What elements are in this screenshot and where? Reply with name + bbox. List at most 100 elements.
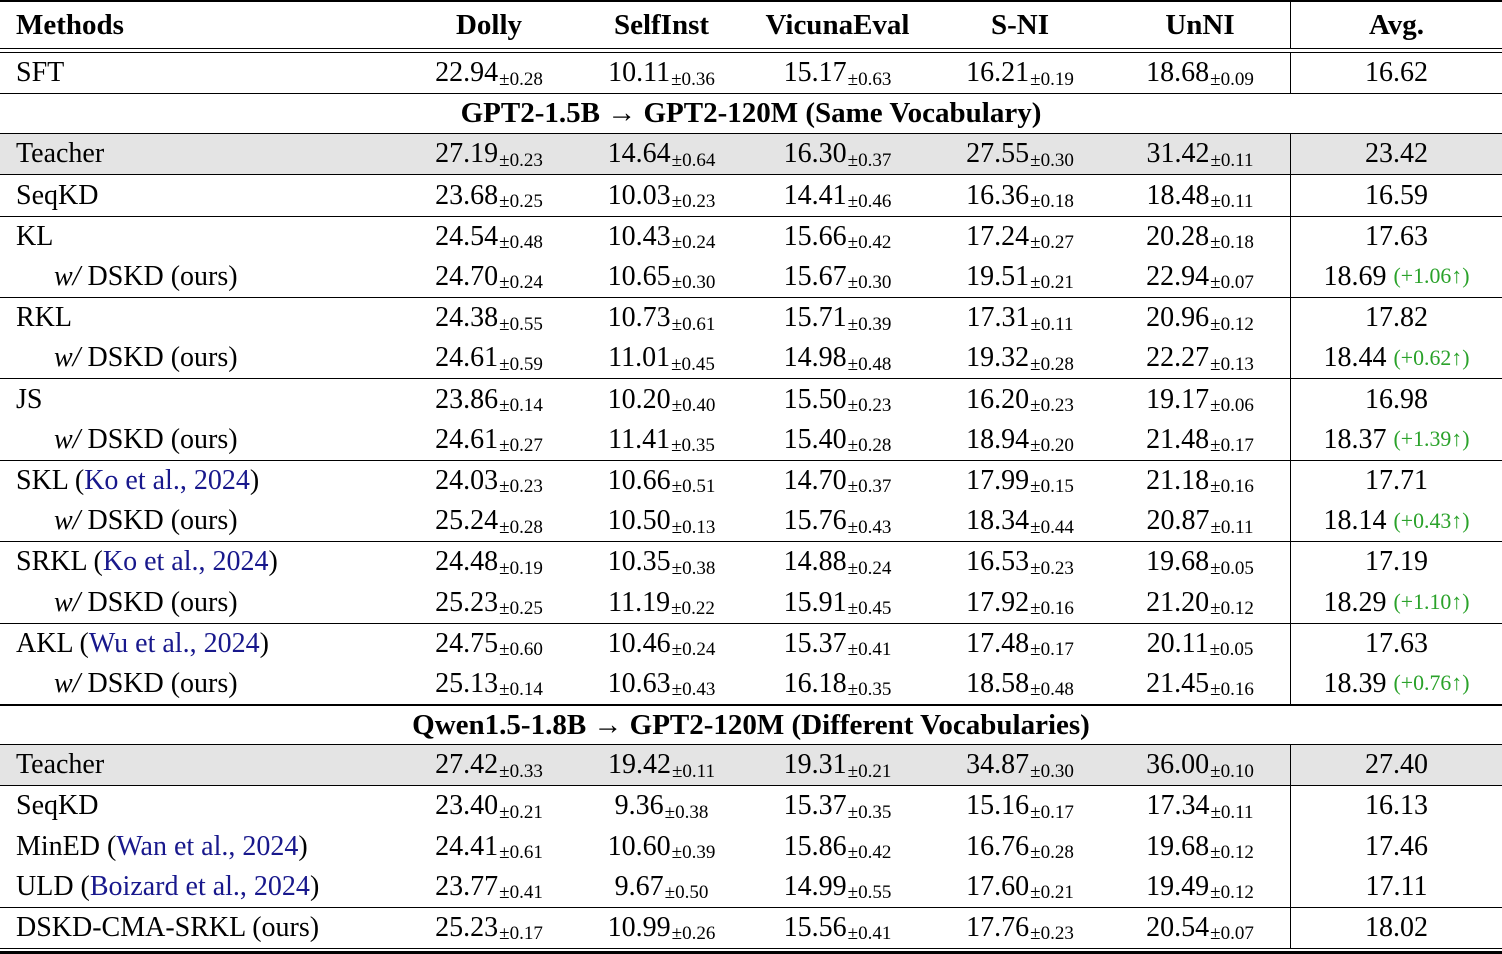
- score-cell: 10.35 ±0.38: [578, 542, 745, 582]
- score-value: 11.41: [608, 423, 671, 455]
- score-stddev: ±0.27: [499, 435, 543, 457]
- score-cell: 25.24 ±0.28: [400, 501, 578, 541]
- score-value: 10.65: [607, 260, 671, 292]
- avg-cell: 17.19: [1290, 542, 1502, 583]
- score-stddev: ±0.23: [847, 394, 892, 416]
- score-stddev: ±0.16: [1210, 476, 1254, 498]
- score-stddev: ±0.48: [1030, 679, 1074, 701]
- method-cell: SKL (Ko et al., 2024): [16, 464, 260, 496]
- table-header-row: Methods Dolly SelfInst VicunaEval S-NI U…: [0, 2, 1502, 48]
- score-value: 14.70: [783, 464, 847, 496]
- score-value: 18.58: [966, 667, 1030, 699]
- score-cell: 15.71 ±0.39: [745, 298, 930, 338]
- score-value: 25.13: [435, 667, 499, 699]
- score-value: 24.61: [435, 342, 499, 374]
- avg-value: 18.44: [1323, 342, 1387, 374]
- score-value: 22.94: [1146, 260, 1210, 292]
- score-value: 19.49: [1146, 870, 1210, 902]
- score-value: 27.42: [435, 749, 499, 781]
- score-value: 10.63: [607, 667, 671, 699]
- score-value: 15.67: [783, 260, 847, 292]
- score-value: 17.60: [966, 870, 1030, 902]
- score-value: 19.17: [1146, 383, 1210, 415]
- score-stddev: ±0.30: [1030, 760, 1074, 782]
- table-row: SRKL (Ko et al., 2024) 24.48 ±0.19 10.35 ±0.…: [0, 541, 1502, 583]
- table-row: ULD (Boizard et al., 2024) 23.77 ±0.41 9.67…: [0, 866, 1502, 907]
- column-header-unni: UnNI: [1165, 8, 1235, 41]
- avg-cell: 17.82: [1290, 298, 1502, 339]
- table-row: Teacher 27.19 ±0.23 14.64 ±0.64 16.30 ±0.37 27.…: [0, 133, 1502, 175]
- column-header-sni: S-NI: [990, 8, 1049, 41]
- score-value: 11.01: [608, 342, 671, 374]
- score-cell: 21.18 ±0.16: [1110, 461, 1290, 501]
- citation-link[interactable]: Ko et al., 2024: [84, 464, 250, 496]
- score-cell: 24.61 ±0.27: [400, 420, 578, 460]
- score-stddev: ±0.14: [499, 679, 543, 701]
- citation-link[interactable]: Wan et al., 2024: [116, 830, 299, 862]
- score-stddev: ±0.11: [1210, 149, 1254, 171]
- table-row: JS 23.86 ±0.14 10.20 ±0.40 15.50 ±0.23 16.20 ±0.…: [0, 378, 1502, 420]
- method-cell: w/DSKD (ours): [54, 667, 238, 699]
- score-cell: 16.18 ±0.35: [745, 664, 930, 704]
- score-stddev: ±0.61: [671, 313, 716, 335]
- score-stddev: ±0.59: [499, 353, 543, 375]
- score-cell: 19.68 ±0.05: [1110, 542, 1290, 582]
- score-stddev: ±0.16: [1030, 598, 1074, 619]
- score-cell: 10.20 ±0.40: [578, 379, 745, 419]
- score-stddev: ±0.23: [671, 190, 716, 212]
- score-cell: 10.03 ±0.23: [578, 175, 745, 215]
- score-value: 22.94: [435, 57, 499, 89]
- score-stddev: ±0.16: [1210, 679, 1254, 701]
- score-value: 16.20: [966, 383, 1030, 415]
- score-value: 15.16: [966, 790, 1030, 822]
- score-stddev: ±0.35: [847, 679, 892, 701]
- score-cell: 15.17 ±0.63: [745, 53, 930, 93]
- score-stddev: ±0.28: [1030, 842, 1074, 864]
- citation-link[interactable]: Ko et al., 2024: [102, 546, 269, 578]
- score-value: 24.54: [435, 220, 499, 252]
- score-value: 17.92: [966, 586, 1030, 618]
- score-stddev: ±0.24: [671, 639, 716, 661]
- score-value: 25.23: [435, 911, 499, 943]
- table-row: w/DSKD (ours) 24.61 ±0.27 11.41 ±0.35 15.40 ±0…: [0, 419, 1502, 460]
- avg-cell: 18.37 (+1.39↑): [1290, 419, 1502, 460]
- score-value: 24.48: [435, 546, 499, 578]
- avg-value: 18.14: [1323, 505, 1387, 537]
- score-value: 23.68: [435, 179, 499, 211]
- score-value: 16.18: [783, 667, 847, 699]
- score-cell: 19.31 ±0.21: [745, 745, 930, 785]
- score-value: 11.19: [608, 586, 671, 618]
- score-value: 20.28: [1146, 220, 1210, 252]
- score-stddev: ±0.40: [671, 394, 716, 416]
- score-stddev: ±0.21: [847, 760, 892, 782]
- score-stddev: ±0.35: [847, 801, 892, 823]
- score-cell: 21.45 ±0.16: [1110, 664, 1290, 704]
- score-stddev: ±0.28: [499, 516, 543, 538]
- score-cell: 19.42 ±0.11: [578, 745, 745, 785]
- score-stddev: ±0.11: [1030, 313, 1074, 335]
- avg-cell: 17.71: [1290, 460, 1502, 502]
- score-cell: 25.13 ±0.14: [400, 664, 578, 704]
- score-value: 15.86: [783, 830, 847, 862]
- table-row: DSKD-CMA-SRKL (ours) 25.23 ±0.17 10.99 ±0.26…: [0, 906, 1502, 949]
- score-value: 15.40: [783, 423, 847, 455]
- score-stddev: ±0.20: [1030, 435, 1074, 457]
- score-cell: 17.60 ±0.21: [930, 867, 1110, 907]
- score-cell: 15.50 ±0.23: [745, 379, 930, 419]
- score-stddev: ±0.28: [847, 435, 892, 457]
- score-value: 10.43: [607, 220, 671, 252]
- method-cell: Teacher: [16, 138, 105, 170]
- avg-cell: 16.98: [1290, 379, 1502, 420]
- score-value: 23.77: [435, 870, 499, 902]
- score-cell: 10.50 ±0.13: [578, 501, 745, 541]
- score-stddev: ±0.06: [1210, 394, 1254, 416]
- score-cell: 18.58 ±0.48: [930, 664, 1110, 704]
- citation-link[interactable]: Boizard et al., 2024: [89, 870, 310, 902]
- score-value: 15.56: [783, 911, 847, 943]
- score-stddev: ±0.25: [499, 190, 543, 212]
- score-value: 14.99: [783, 870, 847, 902]
- score-value: 10.11: [608, 57, 671, 89]
- score-cell: 14.99 ±0.55: [745, 867, 930, 907]
- citation-link[interactable]: Wu et al., 2024: [88, 627, 260, 659]
- avg-cell: 23.42: [1290, 134, 1502, 175]
